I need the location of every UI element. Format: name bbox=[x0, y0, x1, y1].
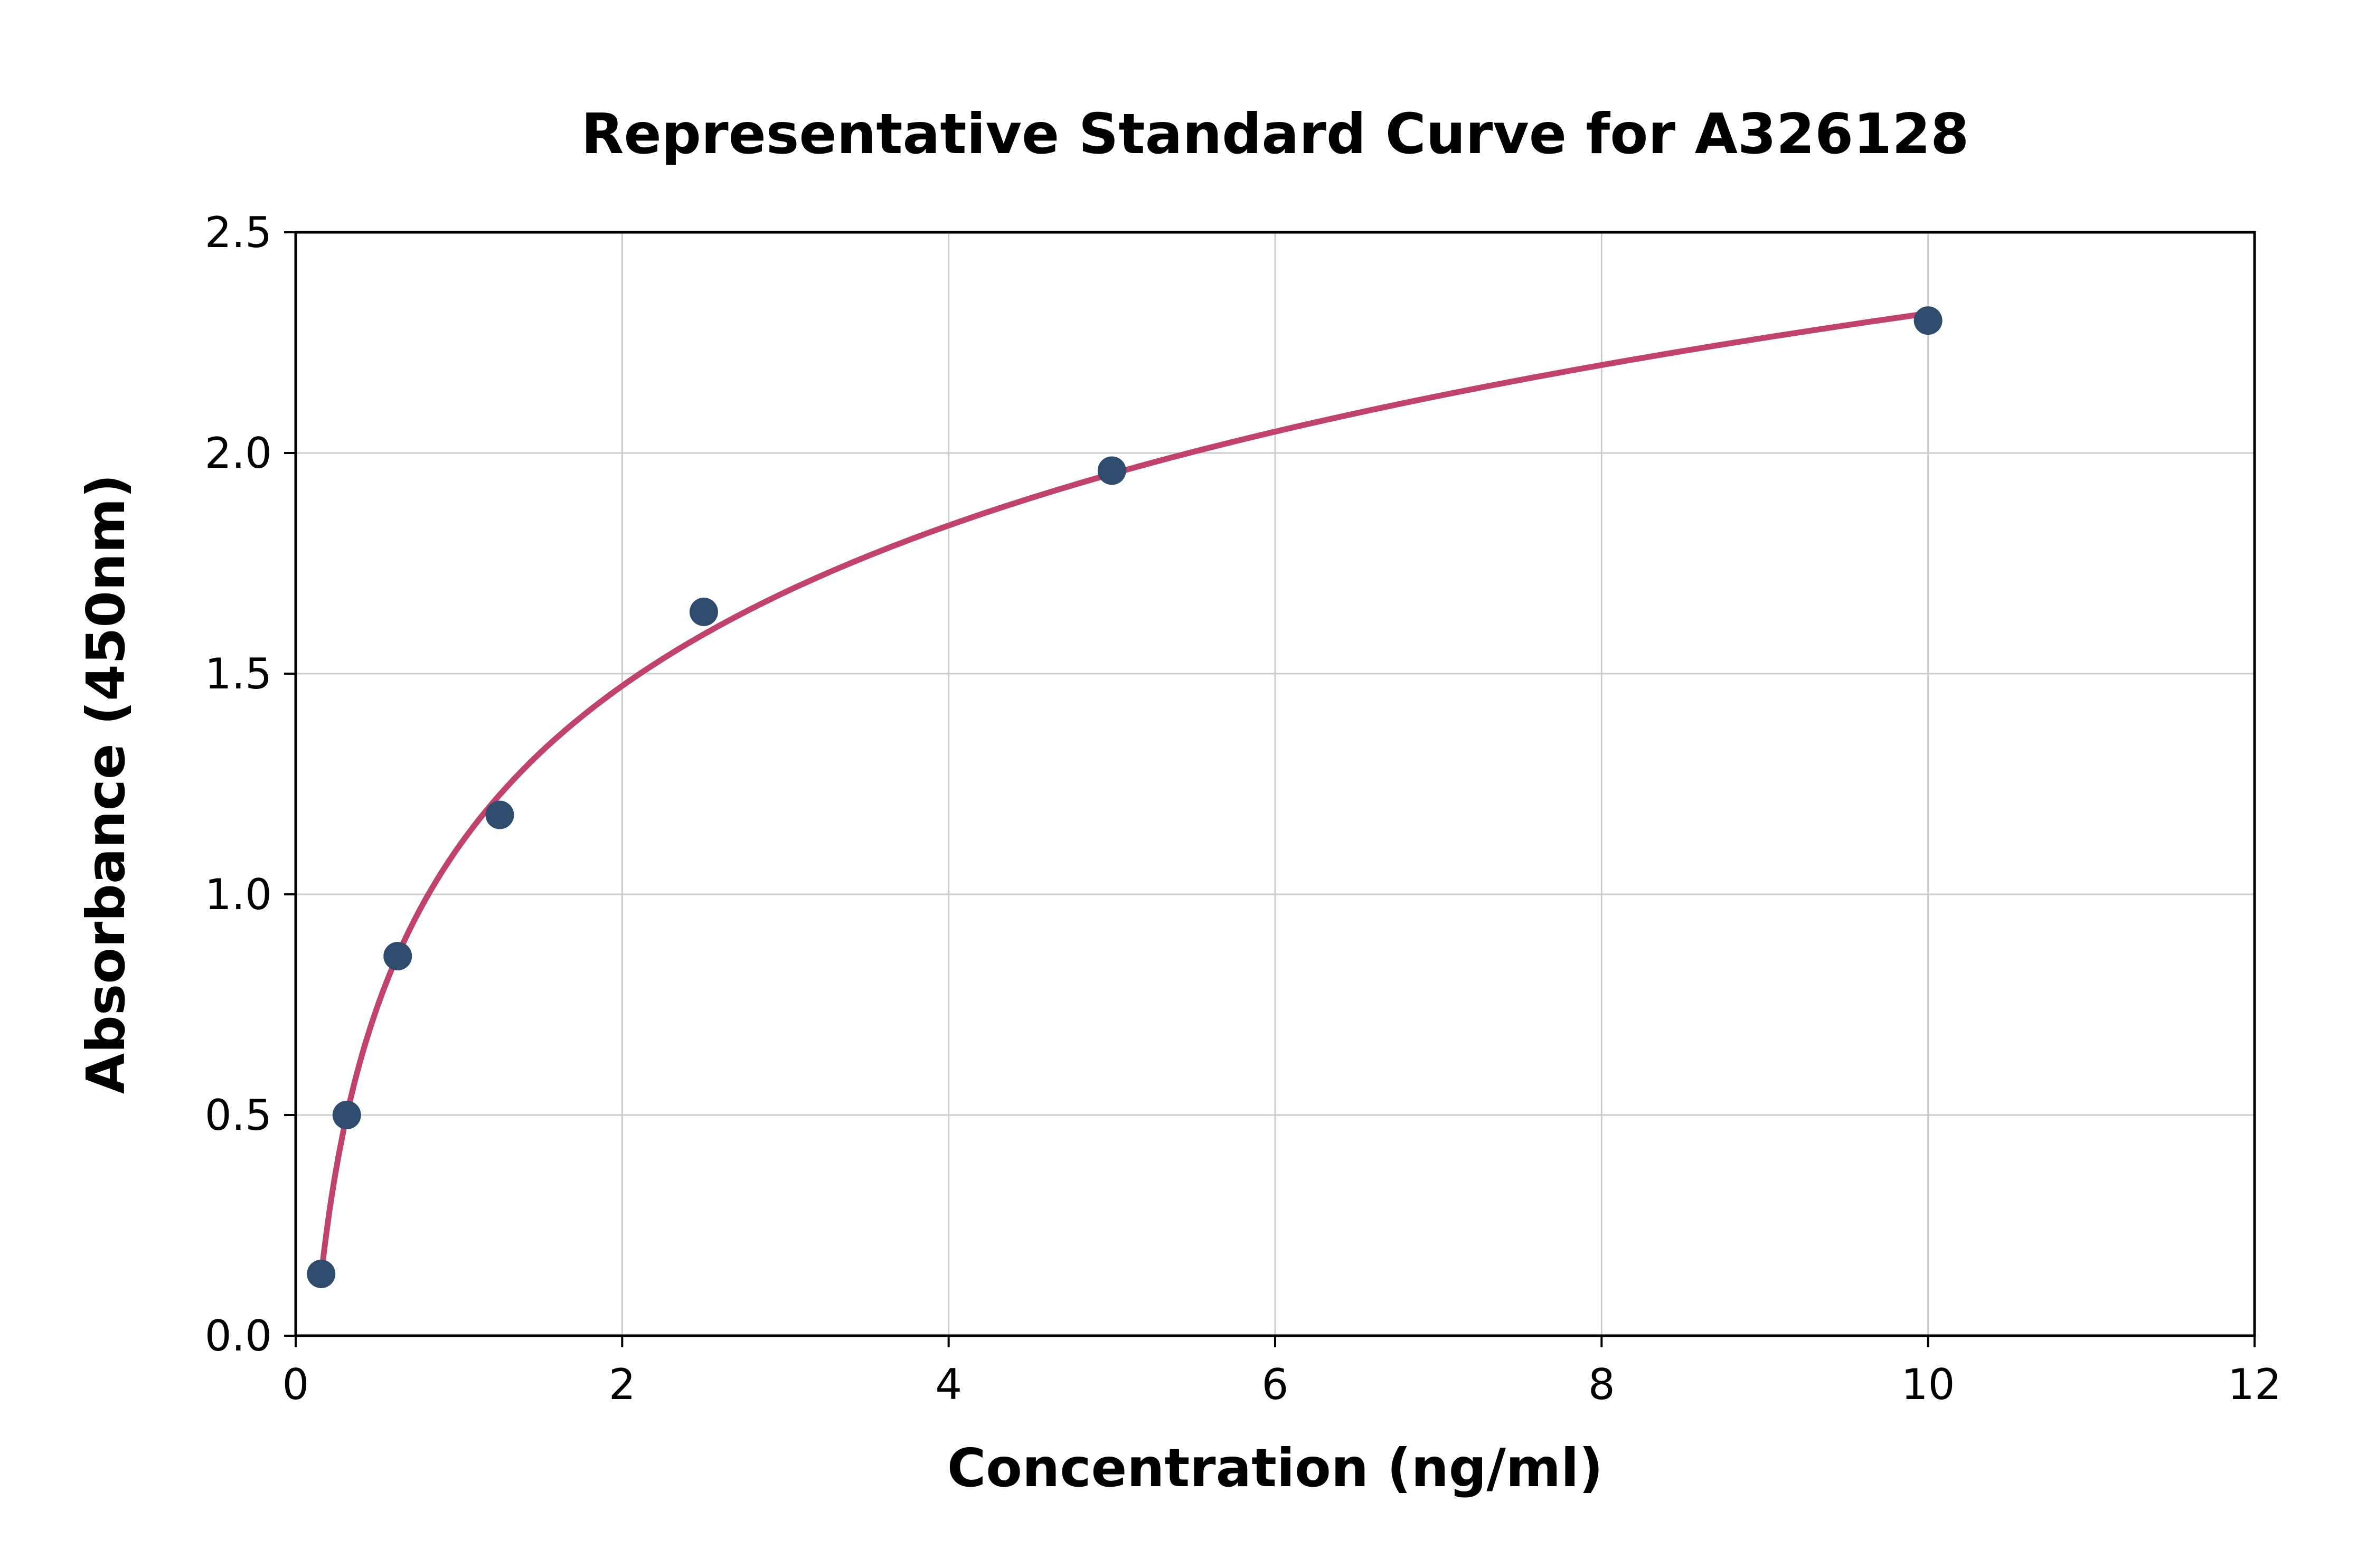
x-tick-label: 2 bbox=[609, 1360, 636, 1409]
x-tick-label: 6 bbox=[1262, 1360, 1289, 1409]
chart-title: Representative Standard Curve for A32612… bbox=[581, 102, 1969, 166]
y-tick-label: 0.5 bbox=[205, 1091, 272, 1140]
data-point bbox=[689, 597, 718, 626]
gridlines bbox=[295, 231, 2256, 1337]
x-tick-label: 12 bbox=[2228, 1360, 2281, 1409]
x-tick-label: 0 bbox=[282, 1360, 309, 1409]
x-tick-label: 8 bbox=[1588, 1360, 1615, 1409]
y-tick-label: 0.0 bbox=[205, 1311, 272, 1361]
tick-marks-and-labels: 0 2 4 6 8 10 12 0.0 0.5 1.0 1.5 2.0 2.5 bbox=[205, 208, 2281, 1409]
data-point bbox=[485, 800, 514, 829]
y-tick-label: 2.0 bbox=[205, 429, 272, 478]
y-tick-label: 2.5 bbox=[205, 208, 272, 257]
fit-curve-layer bbox=[318, 310, 1931, 1280]
data-point bbox=[383, 942, 412, 971]
x-axis-label: Concentration (ng/ml) bbox=[947, 1437, 1603, 1499]
data-point bbox=[1097, 456, 1126, 485]
x-tick-label: 10 bbox=[1901, 1360, 1955, 1409]
data-point bbox=[332, 1101, 361, 1129]
fit-curve bbox=[318, 310, 1931, 1280]
y-tick-label: 1.0 bbox=[205, 870, 272, 919]
x-tick-label: 4 bbox=[935, 1360, 962, 1409]
y-axis-label: Absorbance (450nm) bbox=[75, 474, 137, 1094]
data-point bbox=[307, 1259, 336, 1288]
data-points-layer bbox=[307, 306, 1943, 1288]
y-tick-label: 1.5 bbox=[205, 649, 272, 698]
data-point bbox=[1913, 306, 1943, 335]
